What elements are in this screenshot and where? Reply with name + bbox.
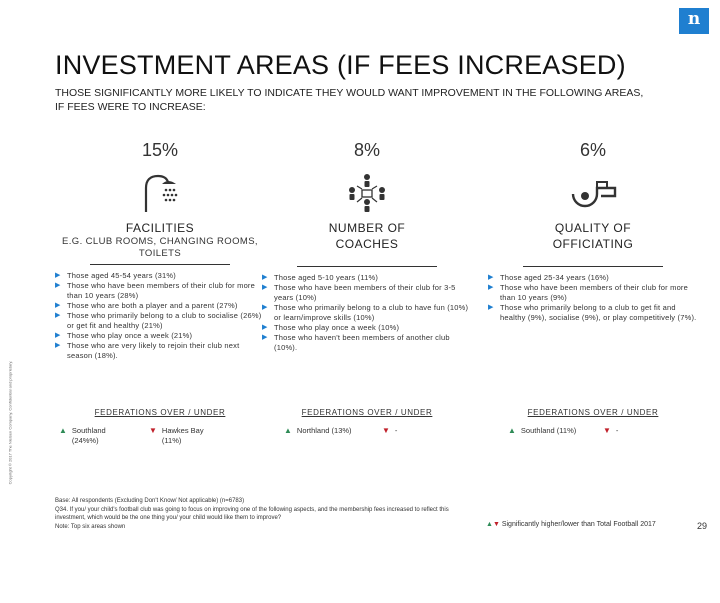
down-triangle-icon: ▼ — [382, 426, 390, 435]
down-triangle-icon: ▼ — [603, 426, 611, 435]
facilities-bullets: Those aged 45-54 years (31%) Those who h… — [55, 271, 265, 361]
federation-under: ▼ Hawkes Bay (11%) — [149, 426, 239, 446]
page-title: INVESTMENT AREAS (IF FEES INCREASED) — [55, 50, 626, 80]
divider — [297, 266, 437, 267]
list-item: Those aged 45-54 years (31%) — [55, 271, 265, 281]
facilities-federations: FEDERATIONS OVER / UNDER ▲ Southland (24… — [55, 408, 265, 446]
list-item: Those who have been members of their clu… — [488, 283, 698, 303]
federations-heading: FEDERATIONS OVER / UNDER — [527, 408, 659, 417]
list-item: Those who primarily belong to a club to … — [55, 311, 265, 331]
federation-under: ▼ - — [382, 426, 397, 436]
federation-under-value: Hawkes Bay (11%) — [161, 426, 204, 445]
federation-over: ▲ Northland (13%) — [262, 426, 382, 436]
facilities-category: FACILITIES — [125, 221, 195, 235]
officiating-category: QUALITY OF OFFICIATING — [552, 221, 634, 251]
down-triangle-icon: ▼ — [492, 521, 500, 528]
footnote: Base: All respondents (Excluding Don't K… — [55, 497, 475, 531]
list-item: Those who play once a week (10%) — [262, 323, 472, 333]
footnote-base: Base: All respondents (Excluding Don't K… — [55, 498, 245, 504]
federations-row: ▲ Northland (13%) ▼ - — [262, 426, 472, 436]
federation-over-value: Southland (24%%) — [71, 426, 106, 445]
copyright-note: Copyright © 2017 The Nielsen Company. Co… — [7, 360, 13, 485]
list-item: Those who primarily belong to a club to … — [488, 303, 698, 323]
federations-row: ▲ Southland (24%%) ▼ Hawkes Bay (11%) — [55, 426, 265, 446]
federation-over-value: Southland (11%) — [520, 426, 577, 435]
list-item: Those aged 25-34 years (16%) — [488, 273, 698, 283]
footnote-note: Note: Top six areas shown — [55, 523, 126, 530]
nielsen-logo: n — [679, 8, 709, 34]
list-item: Those who have been members of their clu… — [262, 283, 472, 303]
down-triangle-icon: ▼ — [149, 426, 157, 435]
page-number: 29 — [697, 521, 708, 531]
officiating-bullets: Those aged 25-34 years (16%) Those who h… — [488, 273, 698, 323]
officiating-percent: 6% — [579, 140, 606, 160]
officiating-federations: FEDERATIONS OVER / UNDER ▲ Southland (11… — [488, 408, 698, 436]
whistle-icon — [488, 164, 698, 220]
list-item: Those who are very likely to rejoin thei… — [55, 341, 265, 361]
list-item: Those who haven't been members of anothe… — [262, 333, 472, 353]
page-subtitle: THOSE SIGNIFICANTLY MORE LIKELY TO INDIC… — [55, 87, 644, 113]
federation-over-value: Northland (13%) — [296, 426, 352, 435]
facilities-percent: 15% — [141, 140, 179, 160]
up-triangle-icon: ▲ — [284, 426, 292, 435]
divider — [523, 266, 663, 267]
list-item: Those who are both a player and a parent… — [55, 301, 265, 311]
legend-label: Significantly higher/lower than Total Fo… — [501, 521, 656, 528]
shower-icon — [55, 164, 265, 220]
up-triangle-icon: ▲ — [59, 426, 67, 435]
facilities-column: 15% FACILITIES E.G. CLUB ROOMS, CHANGING… — [55, 140, 265, 361]
list-item: Those who primarily belong to a club to … — [262, 303, 472, 323]
up-triangle-icon: ▲ — [486, 521, 493, 528]
coaches-category: NUMBER OF COACHES — [328, 221, 406, 251]
coaches-column: 8% NUMBER OF COACHES Those aged 5-10 yea… — [262, 140, 472, 353]
federation-over: ▲ Southland (11%) — [488, 426, 603, 436]
federation-under-value: - — [615, 426, 619, 435]
federation-over: ▲ Southland (24%%) — [55, 426, 149, 446]
logo-letter: n — [687, 9, 701, 29]
list-item: Those aged 5-10 years (11%) — [262, 273, 472, 283]
significance-legend: ▲▼ Significantly higher/lower than Total… — [486, 521, 656, 528]
up-triangle-icon: ▲ — [508, 426, 516, 435]
divider — [90, 264, 230, 265]
footnote-question: Q34. If you/ your child's football club … — [55, 506, 449, 522]
federation-under-value: - — [394, 426, 398, 435]
federations-row: ▲ Southland (11%) ▼ - — [488, 426, 698, 436]
federations-heading: FEDERATIONS OVER / UNDER — [301, 408, 433, 417]
list-item: Those who have been members of their clu… — [55, 281, 265, 301]
federations-heading: FEDERATIONS OVER / UNDER — [94, 408, 226, 417]
facilities-subcategory: E.G. CLUB ROOMS, CHANGING ROOMS, TOILETS — [62, 236, 258, 259]
federation-under: ▼ - — [603, 426, 618, 436]
coaches-federations: FEDERATIONS OVER / UNDER ▲ Northland (13… — [262, 408, 472, 436]
officiating-column: 6% QUALITY OF OFFICIATING Those aged 25-… — [488, 140, 698, 323]
coaches-percent: 8% — [353, 140, 380, 160]
coach-icon — [262, 164, 472, 220]
coaches-bullets: Those aged 5-10 years (11%) Those who ha… — [262, 273, 472, 353]
list-item: Those who play once a week (21%) — [55, 331, 265, 341]
